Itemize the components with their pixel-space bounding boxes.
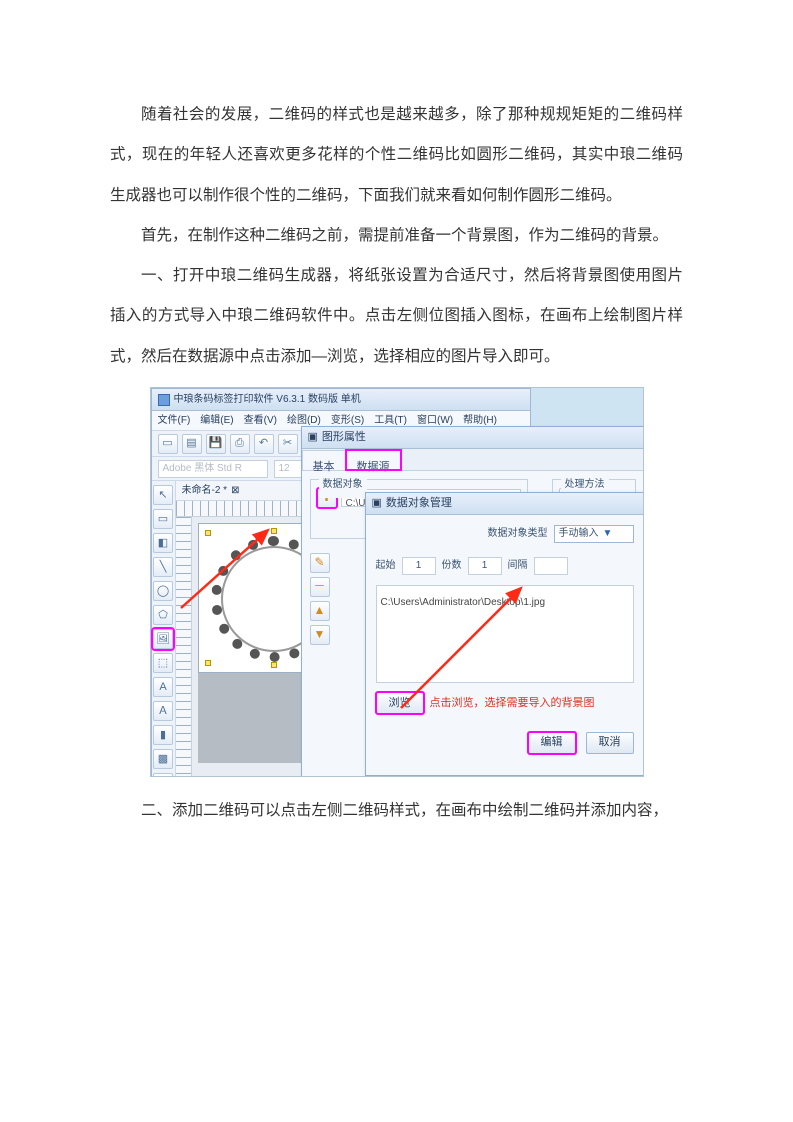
doc-tab-close-icon[interactable]: ⊠ <box>231 478 239 504</box>
type-select[interactable]: 手动输入 ▼ <box>554 525 634 543</box>
resize-handle[interactable] <box>271 528 277 534</box>
dialog2-title-text: 数据对象管理 <box>386 489 452 518</box>
roundrect-tool[interactable]: ◧ <box>153 533 173 553</box>
type-value: 手动输入 <box>559 521 599 547</box>
dialog-icon: ▣ <box>308 423 318 452</box>
paragraph-4: 二、添加二维码可以点击左侧二维码样式，在画布中绘制二维码并添加内容， <box>110 791 683 831</box>
bitmap-insert-tool[interactable]: 🖼 <box>153 629 173 649</box>
app-icon <box>158 394 170 406</box>
resize-handle[interactable] <box>205 660 211 666</box>
browse-row: 浏览 点击浏览，选择需要导入的背景图 <box>376 689 634 718</box>
count-input[interactable]: 1 <box>468 557 502 575</box>
path-listbox[interactable]: C:\Users\Administrator\Desktop\1.jpg <box>376 585 634 683</box>
resize-handle[interactable] <box>271 662 277 668</box>
dialog-title-text: 图形属性 <box>322 423 366 452</box>
range-row: 起始 1 份数 1 间隔 <box>376 553 634 579</box>
gap-label: 间隔 <box>508 553 528 579</box>
rect-tool[interactable]: ▭ <box>153 509 173 529</box>
data-object-dialog: ▣ 数据对象管理 数据对象类型 手动输入 ▼ 起始 1 份数 1 间隔 C:\U… <box>365 492 644 776</box>
tab-basic[interactable]: 基本 <box>302 450 346 470</box>
print-button[interactable]: ⎙ <box>230 434 250 454</box>
side-toolbox: ↖ ▭ ◧ ╲ ◯ ⬠ 🖼 ⬚ A Ａ ▮ ▩ ✎ <box>152 481 176 777</box>
ruler-vertical <box>176 517 192 777</box>
browse-hint: 点击浏览，选择需要导入的背景图 <box>430 689 595 718</box>
move-up-button[interactable]: ▲ <box>310 601 330 621</box>
list-item: C:\Users\Administrator\Desktop\1.jpg <box>381 597 546 608</box>
edit-item-button[interactable]: ✎ <box>310 553 330 573</box>
pointer-tool[interactable]: ↖ <box>153 485 173 505</box>
properties-tabs: 基本 数据源 <box>302 449 644 471</box>
gap-input[interactable] <box>534 557 568 575</box>
paragraph-2: 首先，在制作这种二维码之前，需提前准备一个背景图，作为二维码的背景。 <box>110 216 683 256</box>
properties-dialog-title: ▣ 图形属性 <box>302 427 644 449</box>
open-button[interactable]: ▤ <box>182 434 202 454</box>
cut-button[interactable]: ✂ <box>278 434 298 454</box>
dialog-icon: ▣ <box>372 489 382 518</box>
screenshot-1: 中琅条码标签打印软件 V6.3.1 数码版 单机 文件(F) 编辑(E) 查看(… <box>150 387 644 777</box>
tab-datasource[interactable]: 数据源 <box>346 450 401 470</box>
count-label: 份数 <box>442 553 462 579</box>
vector-tool[interactable]: ⬚ <box>153 653 173 673</box>
doc-tab-label: 未命名-2 * <box>182 478 228 504</box>
qrcode-tool[interactable]: ▩ <box>153 749 173 769</box>
ellipse-tool[interactable]: ◯ <box>153 581 173 601</box>
font-combo[interactable]: Adobe 黑体 Std R <box>158 460 268 478</box>
ok-button[interactable]: 编辑 <box>528 732 576 754</box>
line-tool[interactable]: ╲ <box>153 557 173 577</box>
richtext-tool[interactable]: Ａ <box>153 701 173 721</box>
resize-handle[interactable] <box>205 530 211 536</box>
data-object-dialog-title: ▣ 数据对象管理 <box>366 493 644 515</box>
barcode-tool[interactable]: ▮ <box>153 725 173 745</box>
type-label: 数据对象类型 <box>376 521 548 547</box>
group-label-data: 数据对象 <box>319 472 367 498</box>
browse-button[interactable]: 浏览 <box>376 692 424 714</box>
new-button[interactable]: ▭ <box>158 434 178 454</box>
start-label: 起始 <box>376 553 396 579</box>
undo-button[interactable]: ↶ <box>254 434 274 454</box>
move-down-button[interactable]: ▼ <box>310 625 330 645</box>
cancel-button[interactable]: 取消 <box>586 732 634 754</box>
dropdown-icon: ▼ <box>603 521 613 547</box>
text-tool[interactable]: A <box>153 677 173 697</box>
polygon-tool[interactable]: ⬠ <box>153 605 173 625</box>
save-button[interactable]: 💾 <box>206 434 226 454</box>
type-row: 数据对象类型 手动输入 ▼ <box>376 521 634 547</box>
dialog-buttons: 编辑 取消 <box>376 732 634 754</box>
paragraph-3: 一、打开中琅二维码生成器，将纸张设置为合适尺寸，然后将背景图使用图片插入的方式导… <box>110 256 683 377</box>
pdf-tool[interactable]: ✎ <box>153 773 173 777</box>
delete-item-button[interactable]: － <box>310 577 330 597</box>
paragraph-1: 随着社会的发展，二维码的样式也是越来越多，除了那种规规矩矩的二维码样式，现在的年… <box>110 95 683 216</box>
start-input[interactable]: 1 <box>402 557 436 575</box>
